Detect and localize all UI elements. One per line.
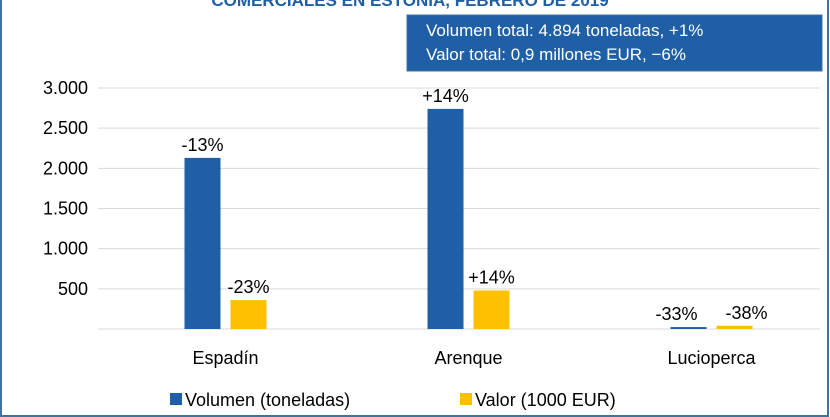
bar (473, 290, 510, 329)
summary-line: Valor total: 0,9 millones EUR, −6% (426, 45, 686, 64)
change-label: +14% (468, 267, 515, 287)
bar (184, 157, 221, 329)
x-tick-label: Espadín (192, 348, 258, 368)
change-label: -13% (181, 135, 223, 155)
summary-line: Volumen total: 4.894 toneladas, +1% (426, 21, 703, 40)
legend-label: Valor (1000 EUR) (475, 390, 616, 410)
legend-swatch (170, 393, 182, 405)
legend-swatch (460, 393, 472, 405)
y-tick-label: 1.000 (43, 239, 88, 259)
change-label: +14% (422, 86, 469, 106)
chart-title: COMERCIALES EN ESTONIA, FEBRERO DE 2019 (211, 0, 608, 10)
summary-box (406, 14, 823, 72)
change-label: -38% (725, 303, 767, 323)
bar (230, 300, 267, 329)
y-tick-label: 2.000 (43, 158, 88, 178)
change-label: -23% (227, 277, 269, 297)
y-tick-label: 1.500 (43, 199, 88, 219)
change-label: -33% (655, 304, 697, 324)
x-tick-label: Arenque (434, 348, 502, 368)
bar (716, 325, 753, 329)
legend-label: Volumen (toneladas) (185, 390, 350, 410)
bar (427, 108, 464, 330)
bar (670, 327, 707, 329)
y-tick-label: 500 (58, 279, 88, 299)
x-tick-label: Lucioperca (667, 348, 756, 368)
y-tick-label: 3.000 (43, 78, 88, 98)
y-tick-label: 2.500 (43, 118, 88, 138)
